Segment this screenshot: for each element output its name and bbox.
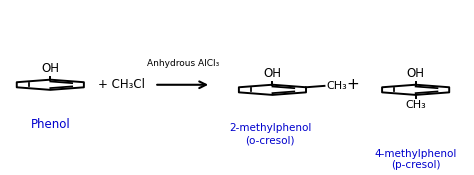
Text: +: + — [346, 77, 359, 92]
Text: 4-methylphenol
(p-cresol): 4-methylphenol (p-cresol) — [374, 149, 457, 170]
Text: OH: OH — [407, 67, 425, 80]
Text: CH₃: CH₃ — [405, 100, 426, 110]
Text: CH₃: CH₃ — [327, 80, 347, 90]
Text: OH: OH — [264, 67, 282, 80]
Text: Phenol: Phenol — [30, 118, 70, 131]
Text: OH: OH — [41, 62, 59, 75]
Text: + CH₃Cl: + CH₃Cl — [98, 78, 145, 91]
Text: 2-methylphenol
(o-cresol): 2-methylphenol (o-cresol) — [229, 124, 311, 145]
Text: Anhydrous AlCl₃: Anhydrous AlCl₃ — [146, 59, 219, 68]
